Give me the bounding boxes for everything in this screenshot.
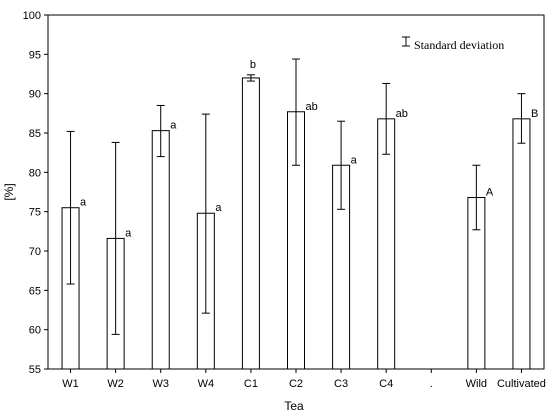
x-tick-label: C4: [379, 378, 393, 390]
significance-label: B: [531, 108, 538, 120]
y-axis-title: [%]: [2, 183, 16, 200]
x-tick-label: W2: [107, 378, 124, 390]
bar: [512, 118, 531, 370]
y-tick-label: 85: [29, 128, 41, 140]
x-tick-label: Cultivated: [497, 378, 546, 390]
x-tick-label: Wild: [466, 378, 487, 390]
significance-label: a: [170, 120, 177, 132]
x-tick-label: .: [430, 378, 433, 390]
significance-label: a: [351, 154, 358, 166]
x-tick-label: W1: [62, 378, 79, 390]
bar: [151, 130, 170, 370]
legend: Standard deviation: [402, 36, 504, 52]
bar: [241, 77, 260, 370]
x-tick-label: C2: [289, 378, 303, 390]
y-tick-label: 100: [23, 10, 41, 22]
y-tick-label: 80: [29, 167, 41, 179]
y-tick-label: 95: [29, 49, 41, 61]
y-tick-label: 55: [29, 364, 41, 376]
legend-label: Standard deviation: [414, 38, 504, 52]
x-axis-title: Tea: [284, 399, 304, 413]
significance-label: a: [125, 227, 132, 239]
x-tick-label: C3: [334, 378, 348, 390]
y-tick-label: 65: [29, 285, 41, 297]
y-tick-label: 70: [29, 246, 41, 258]
y-tick-label: 75: [29, 207, 41, 219]
significance-label: b: [250, 59, 256, 71]
x-axis: W1 W2 W3 W4 C1 C2 C3 C4. Wild Cultivated: [62, 369, 546, 390]
significance-label: ab: [306, 101, 318, 113]
significance-label: ab: [396, 108, 408, 120]
x-tick-label: W4: [198, 378, 215, 390]
x-tick-label: C1: [244, 378, 258, 390]
y-tick-label: 60: [29, 325, 41, 337]
significance-label: a: [80, 197, 87, 209]
y-tick-label: 90: [29, 89, 41, 101]
x-tick-label: W3: [152, 378, 169, 390]
bar: [377, 118, 396, 370]
significance-label: a: [215, 202, 222, 214]
y-axis: 55 60 65 70 75 80 85 90 95 100: [23, 10, 48, 376]
significance-label: A: [486, 187, 494, 199]
